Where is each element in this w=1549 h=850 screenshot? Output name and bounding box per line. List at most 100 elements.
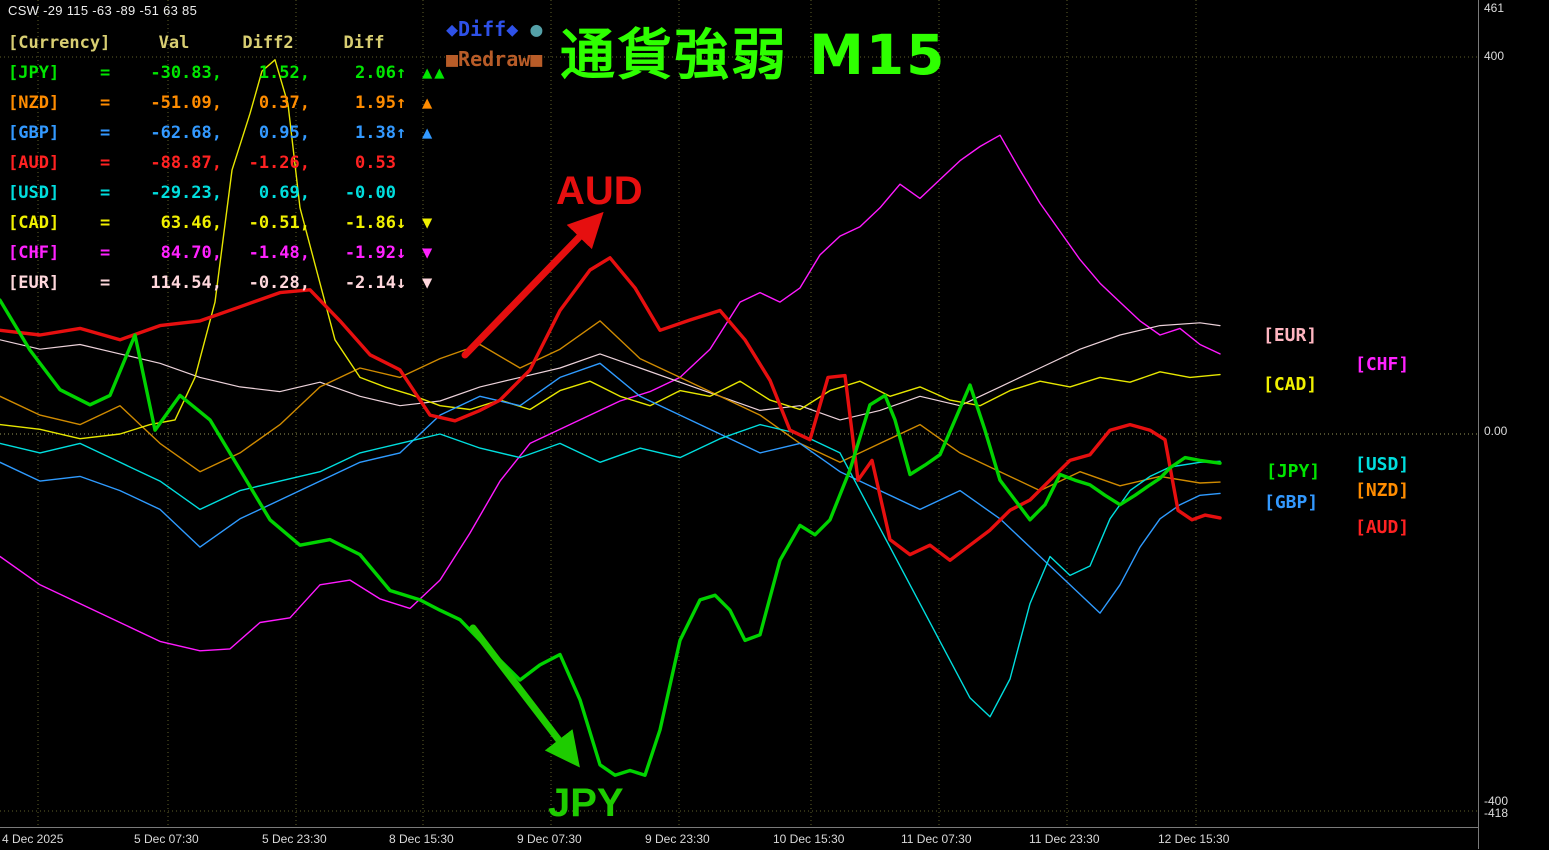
trend-arrow-icon: ↓: [396, 273, 407, 293]
diff-cell: -1.86: [344, 213, 396, 233]
currency-label: [CHF]: [8, 243, 60, 263]
time-label: 10 Dec 15:30: [773, 832, 845, 846]
time-label: 5 Dec 23:30: [262, 832, 327, 846]
legend-row-jpy: [JPY] = -30.83, 1.52, 2.06↑ ▲▲: [8, 58, 446, 88]
diff-button[interactable]: ◆Diff◆ ●: [446, 14, 542, 44]
diff-cell: 1.38: [355, 123, 396, 143]
chart-canvas[interactable]: AUD JPY: [0, 0, 1478, 827]
series-line-nzd: [0, 320, 1221, 492]
price-tick: -400: [1484, 794, 1509, 808]
trend-arrow-icon: ↑: [396, 93, 407, 113]
line-label-jpy: [JPY]: [1266, 461, 1321, 482]
val-cell: 84.70,: [160, 243, 222, 263]
legend-header-diff2: Diff2: [242, 33, 294, 53]
diff-cell: 2.06: [355, 63, 396, 83]
jpy-annotation-label[interactable]: JPY: [548, 781, 624, 825]
diff2-cell: 0.37,: [258, 93, 310, 113]
currency-label: [USD]: [8, 183, 60, 203]
diff-button-label: Diff: [458, 17, 507, 41]
diff2-cell: 0.95,: [258, 123, 310, 143]
currency-label: [CAD]: [8, 213, 60, 233]
legend-header-val: Val: [158, 33, 190, 53]
line-label-cad: [CAD]: [1263, 374, 1318, 395]
diff2-cell: -1.26,: [248, 153, 310, 173]
time-label: 5 Dec 07:30: [134, 832, 199, 846]
diff-diamond-right-icon: ◆: [506, 17, 519, 41]
diff-cell: -2.14: [344, 273, 396, 293]
line-label-gbp: [GBP]: [1264, 492, 1319, 513]
price-scale-axis[interactable]: 461 400 0.00 -400 -418: [1478, 0, 1549, 849]
diff2-cell: -0.28,: [248, 273, 310, 293]
equals-sign: =: [100, 243, 111, 263]
series-line-aud: [0, 256, 1222, 562]
triangle-marks-icon: ▲▲: [422, 63, 447, 83]
jpy-down-arrow[interactable]: [469, 624, 580, 768]
series-line-usd: [0, 423, 1221, 718]
series-layer: [0, 59, 1222, 777]
val-cell: -62.68,: [150, 123, 222, 143]
indicator-status-line: CSW -29 115 -63 -89 -51 63 85: [8, 3, 198, 18]
line-label-nzd: [NZD]: [1355, 480, 1410, 501]
time-label: 9 Dec 07:30: [517, 832, 582, 846]
line-label-usd: [USD]: [1355, 454, 1410, 475]
diff2-cell: -1.48,: [248, 243, 310, 263]
legend-row-eur: [EUR] = 114.54, -0.28, -2.14↓ ▼: [8, 268, 446, 298]
triangle-marks-icon: ▼: [422, 243, 435, 263]
triangle-marks-icon: ▼: [422, 213, 435, 233]
val-cell: -30.83,: [150, 63, 222, 83]
equals-sign: =: [100, 183, 111, 203]
diff2-cell: 0.69,: [258, 183, 310, 203]
chart-title: 通貨強弱 M15: [560, 23, 947, 87]
trend-arrow-icon: ↓: [396, 213, 407, 233]
diff2-cell: 1.52,: [258, 63, 310, 83]
val-cell: 63.46,: [160, 213, 222, 233]
time-axis[interactable]: 4 Dec 2025 5 Dec 07:30 5 Dec 23:30 8 Dec…: [0, 827, 1478, 850]
series-line-jpy: [0, 298, 1222, 777]
equals-sign: =: [100, 93, 111, 113]
legend-row-nzd: [NZD] = -51.09, 0.37, 1.95↑ ▲: [8, 88, 446, 118]
equals-sign: =: [100, 213, 111, 233]
legend-row-aud: [AUD] = -88.87, -1.26, 0.53: [8, 148, 446, 178]
legend-row-cad: [CAD] = 63.46, -0.51, -1.86↓ ▼: [8, 208, 446, 238]
equals-sign: =: [100, 273, 111, 293]
equals-sign: =: [100, 63, 111, 83]
price-tick: 400: [1484, 49, 1505, 63]
legend-row-usd: [USD] = -29.23, 0.69, -0.00: [8, 178, 446, 208]
time-label: 11 Dec 07:30: [901, 832, 972, 846]
currency-strength-legend: [Currency] Val Diff2 Diff [JPY] = -30.83, 1.52…: [8, 28, 446, 298]
currency-label: [EUR]: [8, 273, 60, 293]
currency-label: [GBP]: [8, 123, 60, 143]
line-label-eur: [EUR]: [1263, 325, 1318, 346]
aud-up-arrow[interactable]: [461, 211, 604, 359]
aud-annotation-label[interactable]: AUD: [556, 169, 643, 213]
trend-arrow-icon: ↑: [396, 63, 407, 83]
currency-label: [NZD]: [8, 93, 60, 113]
time-label: 9 Dec 23:30: [645, 832, 710, 846]
diff-cell: -1.92: [344, 243, 396, 263]
redraw-button[interactable]: ■Redraw■: [446, 44, 542, 74]
diff-circle-icon[interactable]: ●: [530, 17, 543, 41]
annotation-layer: AUD JPY: [461, 169, 643, 825]
triangle-marks-icon: ▼: [422, 273, 435, 293]
legend-row-chf: [CHF] = 84.70, -1.48, -1.92↓ ▼: [8, 238, 446, 268]
triangle-marks-icon: ▲: [422, 93, 435, 113]
trend-arrow-icon: ↑: [396, 123, 407, 143]
price-tick: 461: [1484, 1, 1505, 15]
time-label: 12 Dec 15:30: [1158, 832, 1230, 846]
line-label-chf: [CHF]: [1355, 354, 1410, 375]
trend-arrow-icon: ↓: [396, 243, 407, 263]
legend-row-gbp: [GBP] = -62.68, 0.95, 1.38↑ ▲: [8, 118, 446, 148]
legend-header: [Currency] Val Diff2 Diff: [8, 28, 446, 58]
legend-header-diff: Diff: [343, 33, 385, 53]
redraw-button-label: Redraw: [458, 47, 531, 71]
series-line-gbp: [0, 362, 1221, 614]
redraw-square-left-icon: ■: [446, 47, 459, 71]
redraw-square-right-icon: ■: [530, 47, 543, 71]
time-label: 4 Dec 2025: [2, 832, 64, 846]
diff-cell: 0.53: [355, 153, 396, 173]
val-cell: -29.23,: [150, 183, 222, 203]
val-cell: 114.54,: [150, 273, 222, 293]
val-cell: -51.09,: [150, 93, 222, 113]
legend-header-currency: [Currency]: [8, 33, 111, 53]
diff2-cell: -0.51,: [248, 213, 310, 233]
